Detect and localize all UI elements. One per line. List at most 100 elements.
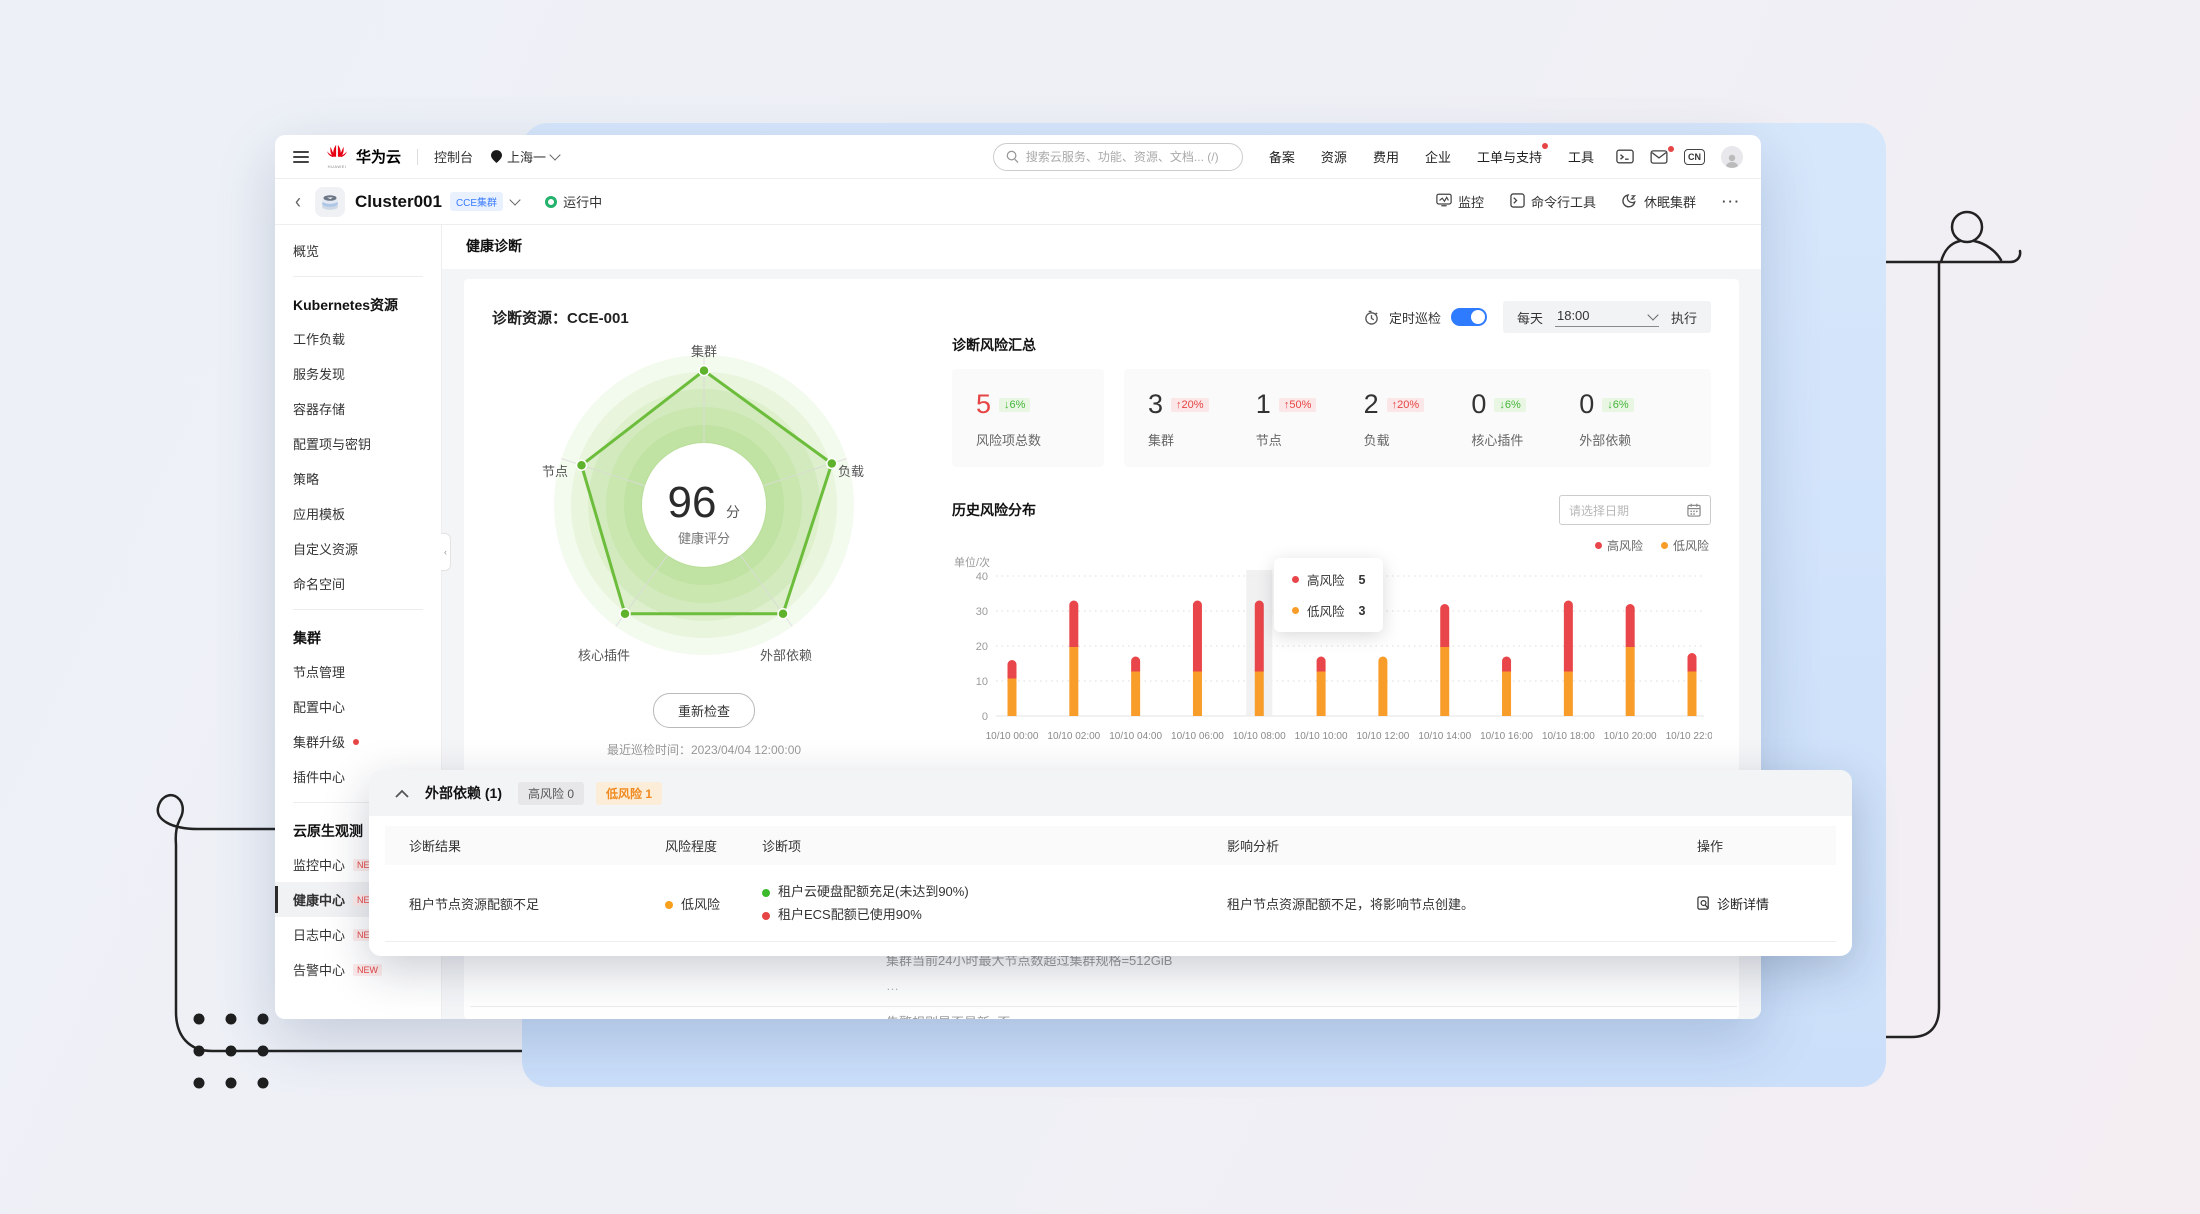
region-selector[interactable]: 上海一 bbox=[491, 147, 561, 166]
cli-tools-action-icon bbox=[1510, 192, 1525, 211]
trend-badge: ↓6% bbox=[999, 397, 1031, 412]
svg-text:20: 20 bbox=[976, 641, 988, 653]
timer-toggle[interactable] bbox=[1450, 308, 1487, 326]
sidebar-item-告警中心[interactable]: 告警中心 NEW bbox=[275, 952, 441, 987]
legend-item[interactable]: 高风险 bbox=[1594, 537, 1643, 554]
top-nav-bar: HUAWEI 华为云 控制台 上海一 搜索云服务、功能、资源、文档... (/) bbox=[275, 135, 1761, 179]
sidebar-item-配置项与密钥[interactable]: 配置项与密钥 bbox=[293, 437, 372, 452]
sidebar-item-服务发现[interactable]: 服务发现 bbox=[293, 367, 346, 382]
risk-filter-badge[interactable]: 高风险 0 bbox=[518, 781, 585, 805]
risk-summary-card: 0 ↓6% 核心插件 bbox=[1471, 389, 1579, 449]
sidebar-collapse-handle[interactable]: ‹ bbox=[441, 533, 451, 571]
top-nav-item[interactable]: 备案 bbox=[1268, 150, 1295, 165]
risk-count: 0 bbox=[1579, 389, 1595, 419]
tooltip-row: 低风险 3 bbox=[1292, 601, 1365, 620]
top-nav-item[interactable]: 资源 bbox=[1320, 150, 1347, 165]
top-nav-item[interactable]: 工具 bbox=[1567, 150, 1594, 165]
background-list-row: 集群当前24小时最大节点数超过集群规格=512GiB bbox=[886, 953, 1173, 968]
table-header-row: 诊断结果 风险程度 诊断项 影响分析 操作 bbox=[385, 826, 1836, 865]
sidebar-item-监控中心[interactable]: 监控中心 NEW bbox=[275, 847, 441, 882]
timer-label: 定时巡检 bbox=[1388, 310, 1441, 326]
sidebar-item-自定义资源[interactable]: 自定义资源 bbox=[293, 542, 359, 557]
last-inspection-time: 最近巡检时间：2023/04/04 12:00:00 bbox=[606, 743, 802, 757]
back-button[interactable]: ‹ bbox=[295, 188, 301, 213]
recheck-button[interactable]: 重新检查 bbox=[652, 693, 755, 728]
risk-count: 0 bbox=[1471, 389, 1487, 419]
table-column-header: 操作 bbox=[1697, 839, 1724, 854]
divider bbox=[470, 1006, 1737, 1007]
table-column-header: 诊断项 bbox=[762, 839, 802, 854]
sidebar-item-容器存储[interactable]: 容器存储 bbox=[293, 402, 346, 417]
diagnosis-resource: 诊断资源：CCE-001 bbox=[492, 309, 629, 327]
search-input[interactable]: 搜索云服务、功能、资源、文档... (/) bbox=[992, 142, 1243, 171]
top-nav-menu: 备案 资源 费用 企业 工单与支持 工具 bbox=[1268, 143, 1594, 166]
cluster-actions: 监控 命令行工具 休眠集群 ··· bbox=[1436, 192, 1741, 211]
chevron-down-icon bbox=[549, 149, 561, 161]
sidebar-section-header: 集群 bbox=[293, 630, 321, 646]
risk-category-label: 集群 bbox=[1148, 433, 1175, 448]
divider bbox=[417, 148, 419, 165]
svg-text:10/10 00:00: 10/10 00:00 bbox=[986, 731, 1039, 742]
trend-badge: ↑50% bbox=[1278, 397, 1317, 412]
messages-icon[interactable] bbox=[1650, 145, 1674, 164]
date-picker[interactable]: 请选择日期 bbox=[1559, 495, 1711, 525]
svg-text:10/10 10:00: 10/10 10:00 bbox=[1295, 731, 1348, 742]
history-title: 历史风险分布 bbox=[952, 502, 1036, 518]
top-nav-item[interactable]: 工单与支持 bbox=[1477, 143, 1548, 166]
risk-category-label: 节点 bbox=[1255, 433, 1282, 448]
cluster-icon bbox=[315, 186, 345, 217]
timer-time-select[interactable]: 18:00 bbox=[1554, 307, 1659, 327]
sidebar-item-工作负载[interactable]: 工作负载 bbox=[293, 332, 346, 347]
trend-badge: ↑20% bbox=[1386, 397, 1425, 412]
trend-badge: ↑20% bbox=[1171, 397, 1209, 412]
page-title: 健康诊断 bbox=[442, 225, 1761, 269]
cluster-type-badge: CCE集群 bbox=[449, 192, 504, 211]
monitor-action-icon bbox=[1436, 193, 1452, 210]
legend-item[interactable]: 低风险 bbox=[1660, 537, 1709, 554]
risk-filter-badge[interactable]: 低风险 1 bbox=[596, 781, 663, 805]
notification-dot bbox=[1541, 143, 1548, 149]
top-nav-item[interactable]: 企业 bbox=[1424, 150, 1451, 165]
sidebar-item-插件中心[interactable]: 插件中心 bbox=[293, 770, 346, 785]
locale-switch[interactable]: CN bbox=[1684, 148, 1705, 165]
risk-category-label: 风险项总数 bbox=[976, 433, 1042, 448]
chart-legend: 高风险 低风险 bbox=[954, 537, 1709, 554]
sidebar-item-概览[interactable]: 概览 bbox=[293, 244, 320, 259]
hibernate-cluster-action[interactable]: 休眠集群 bbox=[1622, 192, 1696, 211]
health-score-radar: 96 分 健康评分 集群 负载 外部依赖 核心插件 节点 bbox=[492, 335, 916, 758]
risk-count: 5 bbox=[976, 389, 992, 419]
alert-dot bbox=[353, 738, 360, 745]
clock-icon bbox=[1365, 310, 1378, 325]
user-avatar[interactable] bbox=[1721, 145, 1743, 168]
cell-diagnosis-result: 租户节点资源配额不足 bbox=[409, 896, 540, 912]
risk-summary-card: 0 ↓6% 外部依赖 bbox=[1579, 389, 1687, 449]
sidebar-item-集群升级[interactable]: 集群升级 bbox=[275, 724, 441, 759]
radar-axis-label: 核心插件 bbox=[578, 648, 631, 663]
monitor-action[interactable]: 监控 bbox=[1436, 192, 1484, 211]
brand[interactable]: HUAWEI 华为云 bbox=[325, 144, 401, 170]
more-actions-button[interactable]: ··· bbox=[1722, 194, 1741, 209]
top-nav-item[interactable]: 费用 bbox=[1372, 150, 1399, 165]
chevron-down-icon[interactable] bbox=[509, 194, 521, 206]
sidebar-item-节点管理[interactable]: 节点管理 bbox=[293, 665, 346, 680]
console-terminal-icon[interactable] bbox=[1616, 149, 1634, 164]
divider bbox=[293, 276, 423, 277]
panel-title: 外部依赖 (1) bbox=[425, 785, 502, 801]
radar-chart: 96 分 健康评分 bbox=[554, 355, 854, 655]
diagnosis-detail-button[interactable]: 诊断详情 bbox=[1697, 894, 1812, 913]
sidebar-item-命名空间[interactable]: 命名空间 bbox=[293, 577, 346, 592]
trend-badge: ↓6% bbox=[1494, 397, 1526, 412]
hamburger-menu-icon[interactable] bbox=[293, 150, 309, 163]
sidebar-item-策略[interactable]: 策略 bbox=[293, 472, 320, 487]
sidebar-item-配置中心[interactable]: 配置中心 bbox=[293, 700, 346, 715]
table-row: 租户节点资源配额不足 低风险 租户云硬盘配额充足(未达到90%) 租户ECS配额已使用… bbox=[385, 865, 1836, 942]
timer-run-button[interactable]: 执行 bbox=[1670, 310, 1697, 326]
panel-header: 外部依赖 (1) 高风险 0 低风险 1 bbox=[369, 770, 1852, 816]
sidebar-item-应用模板[interactable]: 应用模板 bbox=[293, 507, 346, 522]
cell-impact-analysis: 租户节点资源配额不足，将影响节点创建。 bbox=[1227, 896, 1475, 912]
svg-text:10/10 20:00: 10/10 20:00 bbox=[1604, 731, 1657, 742]
cli-tools-action[interactable]: 命令行工具 bbox=[1510, 192, 1596, 211]
console-link[interactable]: 控制台 bbox=[434, 150, 474, 165]
chevron-up-icon[interactable] bbox=[395, 789, 409, 798]
